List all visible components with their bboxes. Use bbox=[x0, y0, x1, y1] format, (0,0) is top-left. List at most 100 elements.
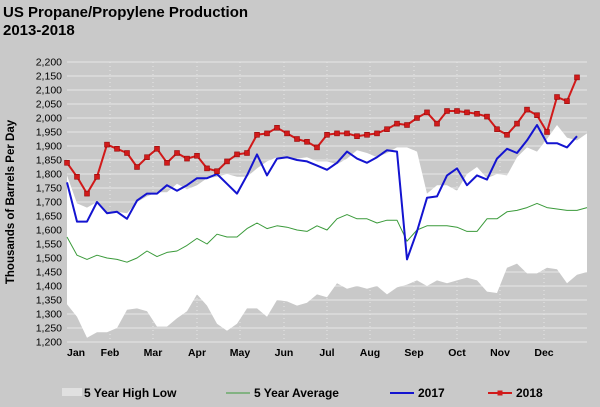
y-tick-label: 1,400 bbox=[36, 281, 62, 293]
x-tick-label: Aug bbox=[360, 347, 380, 359]
point-2018 bbox=[104, 141, 110, 148]
x-tick-label: Jan bbox=[67, 347, 85, 359]
point-2018 bbox=[314, 144, 320, 151]
point-2018 bbox=[144, 154, 150, 160]
legend-marker bbox=[497, 390, 503, 396]
point-2018 bbox=[334, 130, 340, 137]
point-2018 bbox=[354, 133, 360, 139]
point-2018 bbox=[194, 153, 200, 159]
y-tick-label: 2,000 bbox=[36, 113, 62, 125]
point-2018 bbox=[174, 150, 180, 156]
point-2018 bbox=[164, 160, 170, 166]
y-tick-label: 1,700 bbox=[36, 197, 62, 209]
y-tick-label: 2,200 bbox=[36, 57, 62, 69]
point-2018 bbox=[324, 132, 330, 138]
x-tick-label: Dec bbox=[534, 347, 553, 359]
point-2018 bbox=[64, 160, 70, 166]
point-2018 bbox=[134, 164, 140, 170]
point-2018 bbox=[374, 130, 380, 137]
point-2018 bbox=[434, 120, 440, 127]
point-2018 bbox=[544, 129, 550, 135]
y-tick-label: 1,550 bbox=[36, 239, 62, 251]
legend-label: 5 Year Average bbox=[254, 386, 339, 400]
y-tick-label: 1,800 bbox=[36, 169, 62, 181]
point-2018 bbox=[74, 174, 80, 180]
point-2018 bbox=[254, 132, 260, 138]
legend-item-2017: 2017 bbox=[390, 386, 445, 400]
point-2018 bbox=[404, 122, 410, 128]
y-tick-label: 2,050 bbox=[36, 99, 62, 111]
y-tick-label: 1,850 bbox=[36, 155, 62, 167]
chart-title: US Propane/Propylene Production bbox=[3, 4, 248, 21]
point-2018 bbox=[344, 130, 350, 137]
point-2018 bbox=[184, 155, 190, 162]
point-2018 bbox=[424, 109, 430, 116]
point-2018 bbox=[384, 126, 390, 132]
point-2018 bbox=[564, 98, 570, 104]
point-2018 bbox=[474, 111, 480, 117]
point-2018 bbox=[484, 113, 490, 120]
y-tick-label: 1,950 bbox=[36, 127, 62, 139]
y-tick-label: 1,300 bbox=[36, 309, 62, 321]
point-2018 bbox=[244, 150, 250, 156]
point-2018 bbox=[514, 120, 520, 127]
legend: 5 Year High Low 5 Year Average 2017 2018 bbox=[62, 386, 543, 400]
y-tick-label: 1,200 bbox=[36, 337, 62, 349]
point-2018 bbox=[274, 125, 280, 131]
y-tick-label: 1,600 bbox=[36, 225, 62, 237]
y-tick-label: 1,450 bbox=[36, 267, 62, 279]
point-2018 bbox=[304, 139, 310, 145]
x-tick-label: May bbox=[230, 347, 251, 359]
point-2018 bbox=[504, 132, 510, 138]
x-tick-label: Feb bbox=[101, 347, 120, 359]
legend-item-2018: 2018 bbox=[488, 386, 543, 400]
legend-item-5-year-average: 5 Year Average bbox=[226, 386, 339, 400]
y-axis-label: Thousands of Barrels Per Day bbox=[5, 119, 17, 284]
series-line-2017 bbox=[66, 124, 578, 261]
y-tick-label: 1,350 bbox=[36, 295, 62, 307]
y-tick-label: 1,750 bbox=[36, 183, 62, 195]
point-2018 bbox=[154, 146, 160, 152]
x-tick-label: Oct bbox=[448, 347, 466, 359]
x-tick-label: Apr bbox=[188, 347, 206, 359]
point-2018 bbox=[444, 108, 450, 114]
point-2018 bbox=[464, 109, 470, 116]
x-tick-label: Jun bbox=[275, 347, 294, 359]
point-2018 bbox=[204, 165, 210, 172]
chart-subtitle: 2013-2018 bbox=[3, 22, 75, 39]
legend-swatch bbox=[62, 388, 82, 396]
series-lines bbox=[64, 74, 588, 263]
x-tick-label: Sep bbox=[404, 347, 423, 359]
y-tick-label: 1,250 bbox=[36, 323, 62, 335]
legend-item-5-year-high-low: 5 Year High Low bbox=[62, 386, 177, 400]
point-2018 bbox=[364, 132, 370, 138]
series-line-5-year-average bbox=[66, 202, 588, 263]
legend-label: 5 Year High Low bbox=[84, 386, 177, 400]
x-tick-label: Nov bbox=[490, 347, 510, 359]
y-tick-label: 2,100 bbox=[36, 85, 62, 97]
y-tick-label: 1,900 bbox=[36, 141, 62, 153]
point-2018 bbox=[394, 120, 400, 127]
point-2018 bbox=[234, 151, 240, 158]
x-axis: Jan Feb Mar Apr May Jun Jul Aug Sep Oct Nov Dec bbox=[67, 347, 554, 359]
legend-label: 2017 bbox=[418, 386, 445, 400]
point-2018 bbox=[454, 108, 460, 114]
point-2018 bbox=[294, 136, 300, 142]
legend-label: 2018 bbox=[516, 386, 543, 400]
point-2018 bbox=[524, 106, 530, 113]
point-2018 bbox=[494, 126, 500, 132]
point-2018 bbox=[284, 130, 290, 137]
y-axis: 1,200 1,250 1,300 1,350 1,400 1,450 1,500 1,550… bbox=[36, 57, 62, 349]
x-tick-label: Jul bbox=[319, 347, 334, 359]
point-2018 bbox=[264, 130, 270, 137]
point-2018 bbox=[414, 115, 420, 121]
point-2018 bbox=[94, 174, 100, 180]
series-line-2018 bbox=[66, 77, 578, 195]
high-low-band bbox=[67, 125, 587, 338]
y-tick-label: 1,500 bbox=[36, 253, 62, 265]
point-2018 bbox=[574, 74, 580, 81]
point-2018 bbox=[84, 190, 90, 197]
high-low-band-area bbox=[67, 125, 587, 338]
point-2018 bbox=[114, 146, 120, 152]
